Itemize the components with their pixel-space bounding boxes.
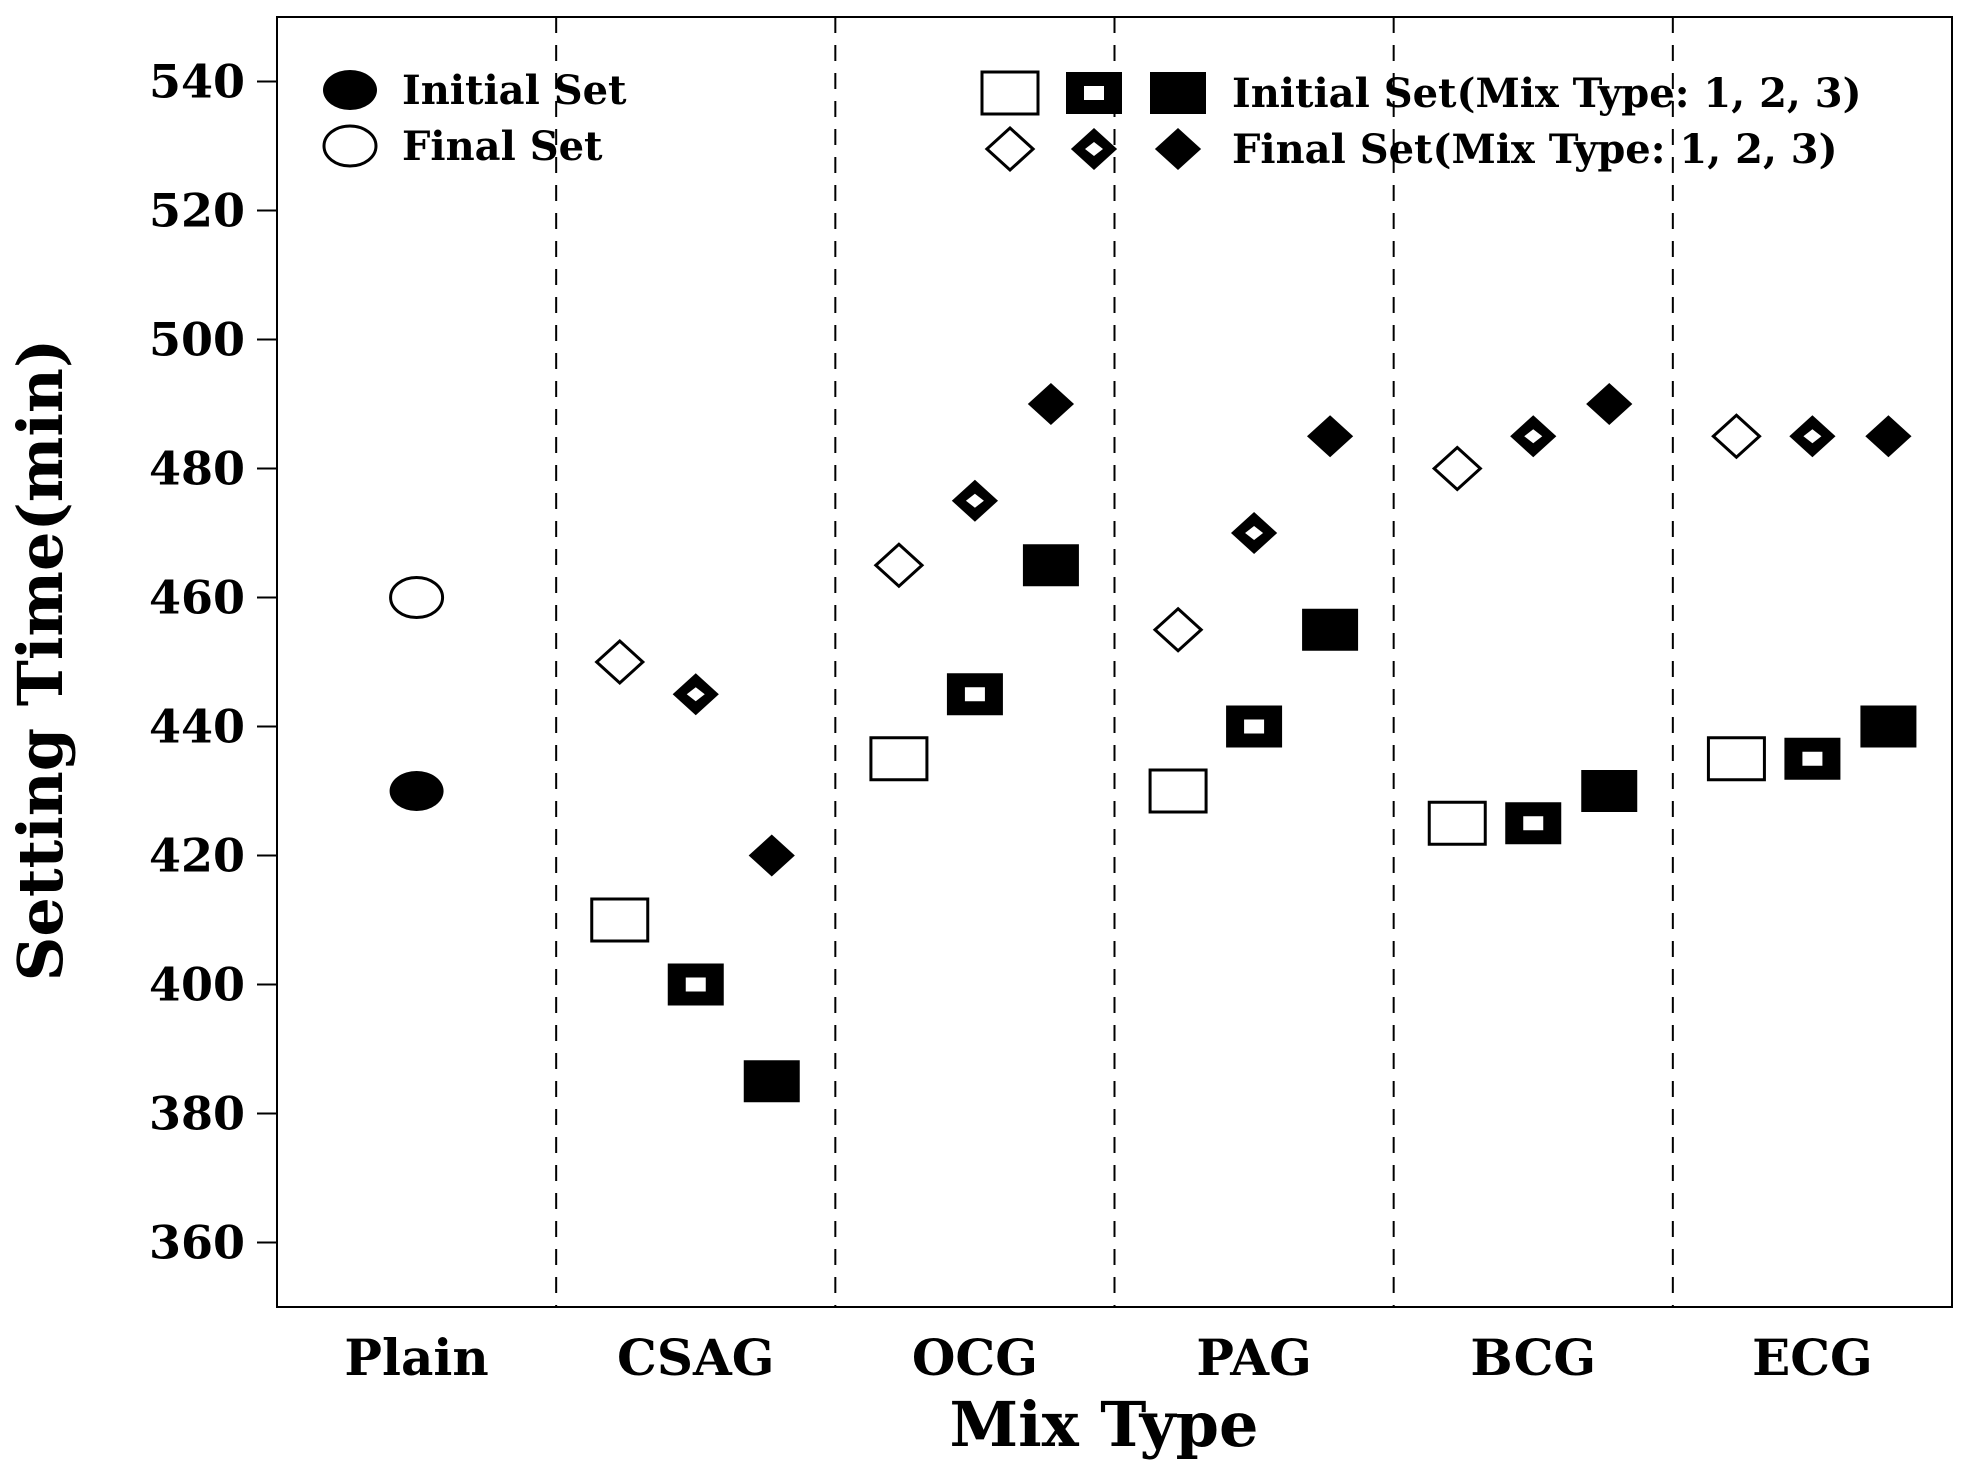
legend-marker-square-filled [1150, 72, 1206, 114]
data-point-diamond-filled [1306, 415, 1354, 458]
data-point-square-thick [667, 963, 724, 1006]
y-tick-label: 400 [149, 958, 245, 1012]
y-tick-label: 420 [149, 829, 245, 883]
x-tick-label: Plain [344, 1328, 488, 1387]
y-axis: 360 380 400 420 440 460 480 500 520 540 [149, 55, 277, 1270]
data-point-square-filled [1022, 544, 1079, 587]
data-point-square-filled [1302, 608, 1359, 651]
x-tick-label: OCG [912, 1328, 1038, 1387]
legend-marker-square-open [980, 70, 1040, 116]
y-axis-title: Setting Time(min) [4, 339, 77, 982]
y-tick-label: 500 [149, 313, 245, 367]
legend-label: Initial Set(Mix Type: 1, 2, 3) [1232, 70, 1862, 117]
legend-marker-diamond-filled [1154, 128, 1202, 170]
data-point-square-thick [1784, 737, 1841, 780]
x-tick-label: BCG [1470, 1328, 1596, 1387]
data-point-square-thick [946, 673, 1003, 716]
legend-marker-circle-filled [323, 70, 377, 110]
data-point-diamond-thick [1230, 512, 1278, 554]
data-point-diamond-filled [1027, 383, 1075, 425]
data-point-diamond-open [1711, 413, 1762, 460]
data-point-square-filled [743, 1060, 800, 1103]
data-point-diamond-filled [1865, 415, 1912, 458]
x-tick-label: ECG [1752, 1328, 1873, 1387]
data-point-square-open [590, 897, 650, 943]
y-tick-label: 520 [149, 184, 245, 238]
y-tick-label: 360 [149, 1216, 245, 1270]
data-point-diamond-thick [951, 479, 999, 522]
y-tick-label: 440 [149, 700, 245, 754]
data-point-square-open [1706, 736, 1766, 782]
legend-marker-diamond-open [984, 125, 1036, 173]
y-tick-label: 480 [149, 442, 245, 496]
x-axis: Plain CSAG OCG PAG BCG ECG [344, 1328, 1872, 1387]
x-tick-label: PAG [1196, 1328, 1311, 1387]
data-point-diamond-filled [748, 834, 795, 877]
data-point-diamond-open [1431, 445, 1483, 492]
data-point-diamond-thick [1510, 415, 1557, 458]
data-point-diamond-thick [1789, 415, 1836, 458]
x-axis-title: Mix Type [950, 1388, 1259, 1461]
legend-label: Final Set [402, 123, 603, 170]
legend-label: Initial Set [402, 67, 627, 114]
y-tick-label: 380 [149, 1087, 245, 1141]
legend-marker-circle-open [322, 124, 378, 168]
data-point-square-open [869, 736, 929, 782]
legend: Initial Set Final Set Initial Set(Mix Type… [322, 67, 1862, 173]
x-tick-label: CSAG [617, 1328, 774, 1387]
legend-marker-diamond-thick [1070, 128, 1118, 170]
data-point-diamond-filled [1586, 383, 1633, 425]
y-tick-label: 540 [149, 55, 245, 109]
legend-label: Final Set(Mix Type: 1, 2, 3) [1232, 126, 1838, 173]
data-point-square-open [1427, 800, 1487, 846]
data-point-diamond-open [1152, 606, 1204, 653]
data-point-square-open [1148, 768, 1208, 814]
point-plain-initial-set [389, 771, 444, 811]
data-point-square-thick [1226, 705, 1283, 748]
data-point-square-thick [1505, 802, 1562, 845]
data-points [389, 383, 1917, 1103]
y-tick-label: 460 [149, 571, 245, 625]
data-point-square-filled [1860, 705, 1917, 748]
data-point-diamond-thick [672, 673, 719, 716]
data-point-square-filled [1581, 770, 1638, 812]
data-point-diamond-open [873, 542, 925, 589]
legend-marker-square-thick [1066, 72, 1122, 114]
data-point-diamond-open [594, 638, 646, 686]
category-separators [555, 17, 1674, 1307]
point-plain-final-set [389, 576, 445, 619]
